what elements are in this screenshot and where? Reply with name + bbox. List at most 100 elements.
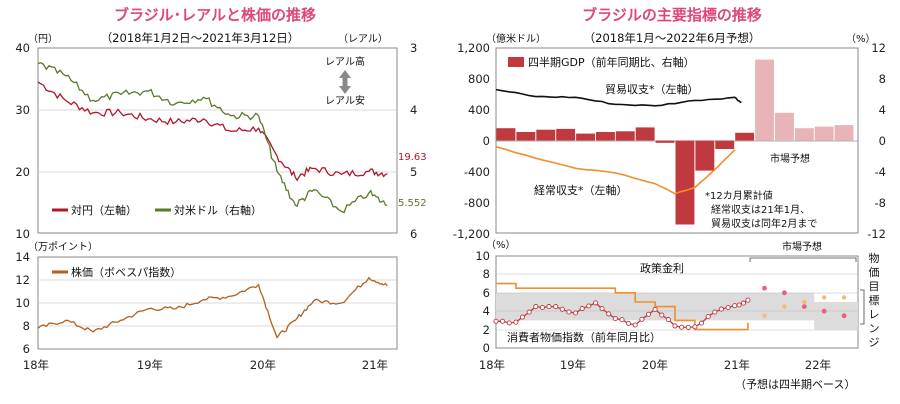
right-xtick: 20年 [642,358,668,372]
series-line-jpy [37,81,388,182]
right-top-ytick-right: 8 [879,72,886,86]
cpi-marker [740,300,747,306]
forecast-cpi-marker [821,308,827,314]
cpi-marker [672,323,678,329]
gdp-bar [556,128,576,141]
cpi-marker [698,320,705,326]
forecast-cpi-marker [801,304,807,309]
right-top-plot-frame [495,47,859,234]
target-label-char: レ [869,308,880,321]
cpi-marker [665,317,671,323]
note-line-2: 経常収支は21年1月、 [711,203,810,216]
cpi-marker [736,302,742,308]
left-top-ytick-right: 6 [410,227,417,241]
target-label-char: 目 [869,280,880,293]
gdp-bar [735,132,755,141]
cpi-marker [506,320,512,326]
gdp-forecast-bar [794,128,814,141]
legend-swatch-gdp [508,57,524,67]
legend-label-jpy: 対円（左軸） [71,203,137,217]
cpi-marker [692,324,698,330]
target-bracket [860,289,865,325]
cpi-marker [533,304,539,310]
cpi-marker [725,304,731,311]
right-top-ytick-right: -8 [875,196,886,210]
cpi-marker [639,316,645,322]
cpi-marker [732,303,738,309]
left-title: ブラジル･レアルと株価の推移 [114,6,316,24]
cpi-marker [519,314,526,320]
gdp-bar [576,133,595,141]
target-label-char: 価 [869,266,880,279]
legend-label-gdp: 四半期GDP（前年同期比、右軸） [528,55,695,69]
cpi-marker [679,324,685,330]
cpi-marker [553,304,559,310]
end-label-usd: 5.552 [398,198,427,209]
right-top-ytick-left: -400 [464,165,490,179]
right-top-ytick-right: -12 [867,227,886,241]
cpi-marker [566,309,572,315]
left-bottom-ytick: 6 [23,342,30,356]
label-policy-rate: 政策金利 [640,261,684,275]
target-label-char: 標 [869,293,880,307]
left-top-ytick-left: 40 [15,41,30,55]
target-label-char: ジ [869,336,880,349]
gdp-bar [695,140,715,171]
gdp-bar [615,131,635,141]
forecast-policy-marker [782,304,787,309]
gdp-bar [596,132,615,141]
gdp-bar [675,140,695,225]
forecast-policy-marker [802,299,807,305]
cpi-marker [559,306,565,312]
cpi-marker [718,306,724,312]
gdp-bar [536,129,556,141]
label-current-account: 経常収支*（左軸） [534,183,628,197]
forecast-cpi-marker [762,285,767,291]
left-top-ytick-left: 10 [15,227,30,241]
forecast-policy-marker [841,295,847,300]
right-bottom-ytick: 2 [483,323,490,337]
right-top-ytick-left: 1,200 [457,41,490,55]
cpi-marker [526,309,532,315]
label-trade-balance: 貿易収支*（左軸） [605,82,699,96]
left-top-ytick-left: 20 [15,165,30,179]
right-bottom-ytick: 4 [483,304,490,318]
cpi-marker [705,313,711,320]
cpi-marker [513,319,519,325]
cpi-marker [712,309,718,315]
gdp-forecast-bar [755,59,774,141]
series-line-usd [37,62,388,214]
left-top-plot-frame [37,47,398,234]
left-bottom-gridlines [38,279,397,327]
forecast-markers [762,285,847,319]
gdp-bar [496,128,516,141]
label-forecast-gdp: 市場予想 [770,152,810,165]
cpi-marker [645,311,652,317]
right-top-ytick-left: -800 [464,196,490,210]
forecast-policy-marker [762,313,767,318]
left-bottom-ytick: 8 [23,319,30,333]
left-bottom-ytick: 14 [15,250,30,264]
cpi-marker [539,304,545,311]
right-top-ytick-right: 0 [879,134,886,148]
cpi-marker [626,320,632,327]
cpi-markers [493,297,751,330]
gdp-bar [715,140,735,149]
left-xtick: 19年 [137,358,163,372]
gdp-forecast-bar [814,126,834,141]
series-line-cpi [496,299,749,329]
right-bottom-ytick: 8 [483,267,490,281]
left-top-ytick-right: 3 [410,41,417,55]
note-line-1: *12カ月累計値 [705,189,773,202]
legend-label-stock: 株価（ボベスパ指数） [71,265,181,279]
left-bottom-ytick: 10 [15,296,30,310]
cpi-marker [592,300,599,306]
forecast-cpi-marker [782,290,787,296]
cpi-marker [659,312,665,318]
left-xtick: 20年 [250,358,276,372]
cpi-marker [619,317,625,323]
right-top-ytick-right: -4 [875,165,886,179]
right-bottom-ytick: 6 [483,286,490,300]
